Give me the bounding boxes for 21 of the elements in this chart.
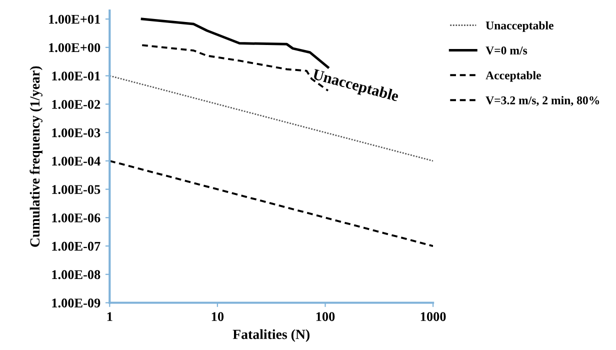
y-tick-label: 1.00E-05 bbox=[52, 185, 100, 194]
x-axis-title: Fatalities (N) bbox=[232, 329, 310, 342]
y-tick-label: 1.00E-07 bbox=[52, 242, 100, 251]
legend-label: V=0 m/s bbox=[486, 46, 528, 55]
legend-label: V=3.2 m/s, 2 min, 80% bbox=[486, 96, 600, 106]
y-axis-title: Cumulative frequency (1/year) bbox=[30, 66, 42, 247]
y-tick-label: 1.00E-04 bbox=[52, 156, 100, 166]
x-tick-label: 10 bbox=[212, 312, 224, 322]
y-tick-label: 1.00E-06 bbox=[52, 213, 100, 222]
y-tick-label: 1.00E-02 bbox=[52, 100, 100, 109]
x-tick-label: 1 bbox=[107, 312, 112, 321]
y-tick-label: 1.00E-08 bbox=[52, 270, 100, 280]
y-tick-label: 1.00E+01 bbox=[49, 14, 100, 24]
x-tick-label: 1000 bbox=[420, 312, 446, 322]
y-tick-label: 1.00E-03 bbox=[52, 128, 100, 138]
x-tick-label: 100 bbox=[316, 312, 335, 322]
y-tick-label: 1.00E-09 bbox=[52, 298, 100, 308]
y-tick-label: 1.00E-01 bbox=[52, 72, 100, 81]
y-tick-label: 1.00E+00 bbox=[49, 43, 100, 52]
legend-label: Unacceptable bbox=[486, 21, 554, 32]
legend-label: Acceptable bbox=[486, 71, 541, 82]
